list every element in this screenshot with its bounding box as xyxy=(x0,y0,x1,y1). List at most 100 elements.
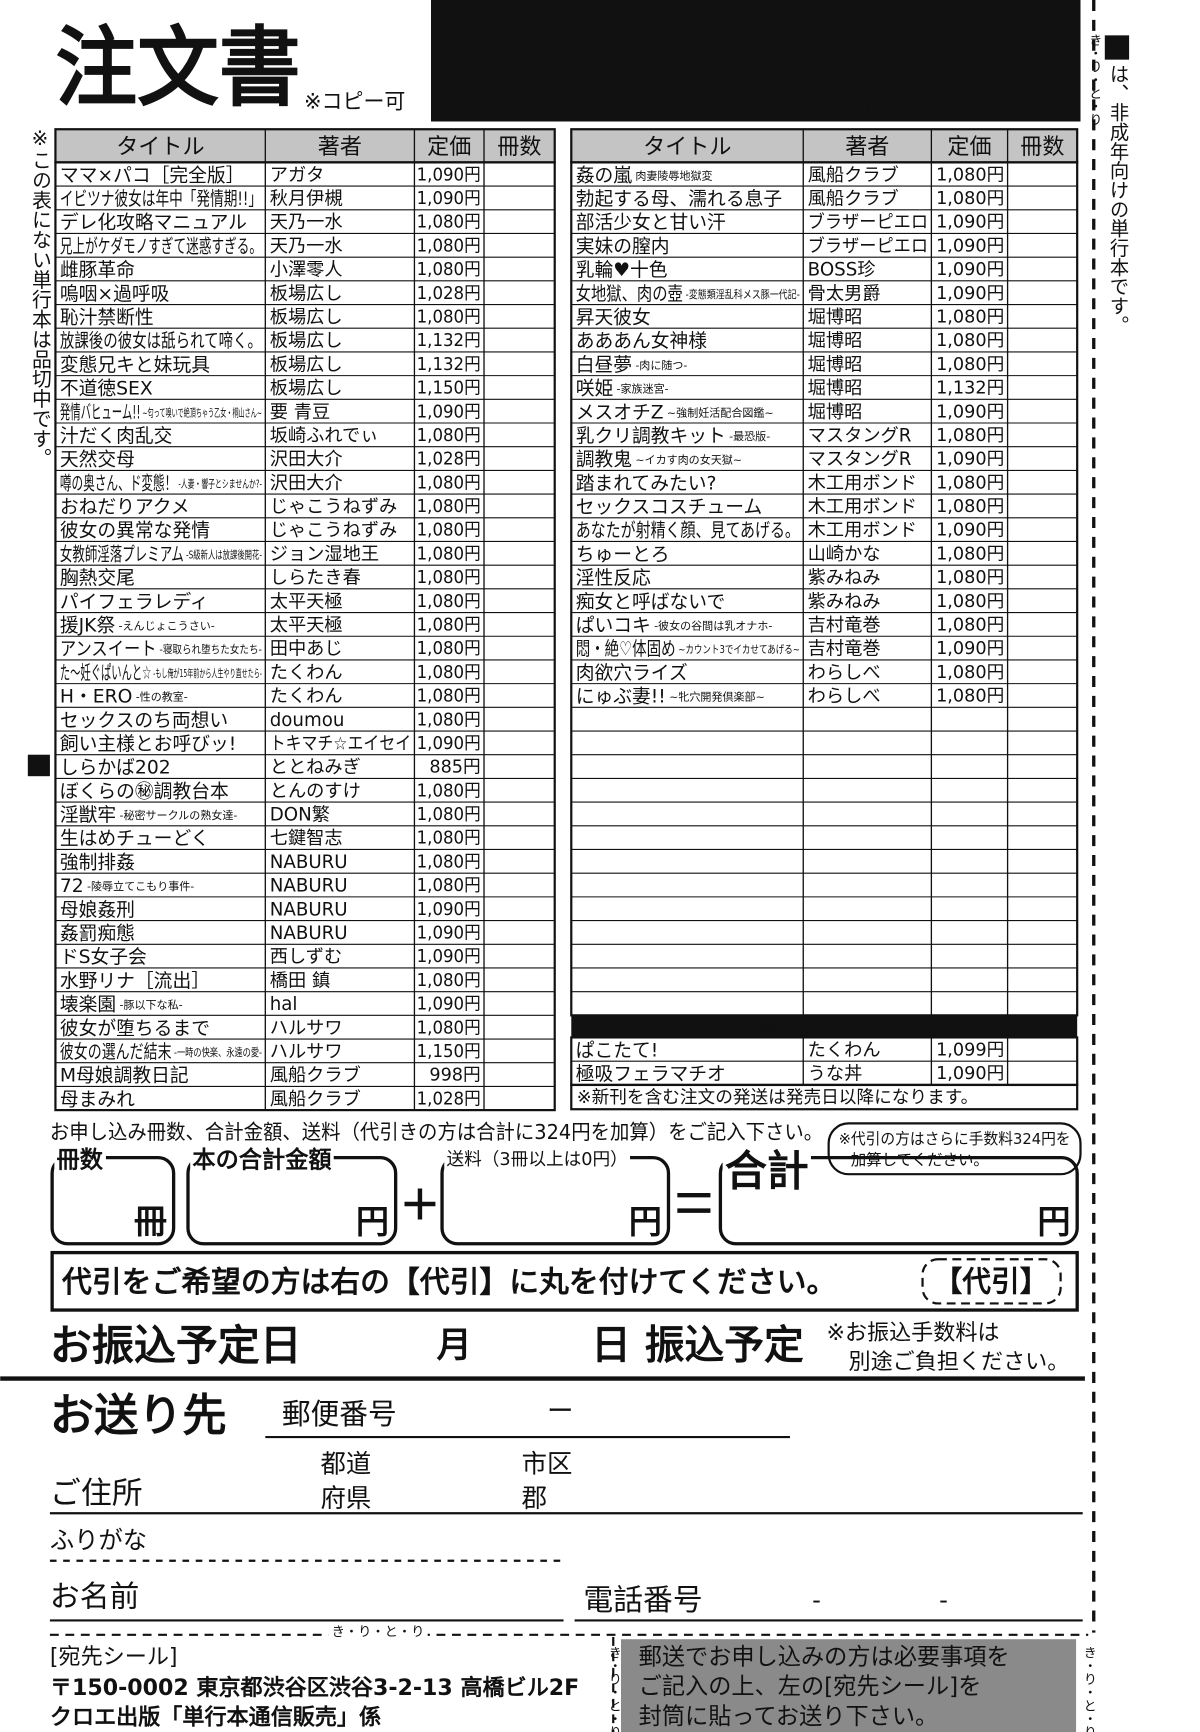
book-title: 雌豚革命 xyxy=(60,259,135,281)
title: 発情バヒューム!! xyxy=(60,401,141,423)
price: 1,080円 xyxy=(936,687,1004,707)
column-header: 冊数 xyxy=(1020,134,1064,160)
price: 1,090円 xyxy=(417,995,481,1015)
title: た〜妊ぐぱいんと☆ xyxy=(60,661,152,683)
star: ☆ xyxy=(1109,37,1125,57)
title: 援JK祭 xyxy=(60,614,116,636)
instruction: お申し込み冊数、合計金額、送料（代引きの方は合計に324円を加算）をご記入下さい… xyxy=(50,1120,823,1144)
book-title: 不道徳SEX xyxy=(60,377,153,399)
book-title: 淫性反応 xyxy=(576,567,651,589)
label-mask xyxy=(54,1146,106,1174)
author: NABURU xyxy=(270,923,348,944)
box-label: 送料（3冊以上は0円） xyxy=(446,1149,627,1170)
author: 風船クラブ xyxy=(808,188,899,210)
author: ハルサワ xyxy=(270,1041,343,1062)
price: 1,080円 xyxy=(417,544,481,564)
title: 悶・絶♡体固め xyxy=(576,638,676,660)
price: 1,090円 xyxy=(936,521,1004,541)
price: 1,090円 xyxy=(936,260,1004,280)
cod-text: 代引をご希望の方は右の【代引】に丸を付けてください。 xyxy=(61,1265,836,1300)
label-mask xyxy=(328,1624,428,1641)
author: 天乃一水 xyxy=(270,236,343,257)
box-label: 冊数 xyxy=(57,1146,104,1173)
box-unit: 円 xyxy=(1037,1202,1070,1241)
author: 木工用ボンド xyxy=(808,520,917,541)
author: NABURU xyxy=(270,876,348,897)
author: たくわん xyxy=(270,662,343,683)
author: 堀博昭 xyxy=(808,354,863,375)
title: 咲姫 xyxy=(576,377,614,399)
title: H・ERO xyxy=(60,686,133,707)
author: アガタ xyxy=(270,165,325,186)
book-title: 乳クリ調教キット -最恐版- xyxy=(576,424,771,446)
book-title: セックスコスチューム xyxy=(576,496,763,518)
book-title: 兄上がケダモノすぎて迷惑すぎる。 xyxy=(60,235,262,257)
title: 彼女の異常な発情 xyxy=(60,519,210,541)
title: 淫性反応 xyxy=(576,567,651,589)
price: 1,080円 xyxy=(936,355,1004,375)
subtitle: ~カウント3でイカせてあげる~ xyxy=(678,643,800,656)
subtitle: ~イカす肉の女天獄~ xyxy=(635,452,742,466)
book-title: 汁だく肉乱交 xyxy=(60,424,173,446)
author: NABURU xyxy=(270,899,348,920)
title: 放課後の彼女は舐られて啼く。 xyxy=(60,330,262,352)
book-title: 飼い主様とお呼びッ! xyxy=(60,732,236,754)
address-label: ご住所 xyxy=(50,1475,143,1511)
author: 堀博昭 xyxy=(808,331,863,352)
author: 秋月伊槻 xyxy=(270,189,343,210)
author: NABURU xyxy=(270,852,348,873)
send-to: お送り先 xyxy=(50,1391,227,1442)
price: 1,080円 xyxy=(417,260,481,280)
title: あなたが射精く顔、見てあげる。 xyxy=(576,519,800,541)
subtitle: ~匂って嗅いで絶頂ちゃう乙女・桐山さん~ xyxy=(142,405,262,419)
author: 太平天極 xyxy=(270,591,343,612)
title: ぱいコキ xyxy=(576,614,651,636)
title: パイフェラレディ xyxy=(60,590,209,612)
price: 1,090円 xyxy=(936,450,1004,470)
cod-note: 加算してください。 xyxy=(851,1150,989,1169)
price: 1,080円 xyxy=(417,473,481,493)
price: 1,080円 xyxy=(417,663,481,683)
box-unit: 円 xyxy=(356,1202,389,1241)
author: うな丼 xyxy=(808,1064,863,1085)
mail-note: 封筒に貼ってお送り下さい。 xyxy=(639,1703,939,1730)
price: 1,080円 xyxy=(936,497,1004,517)
subtitle: -陵辱立てこもり事件- xyxy=(87,879,194,893)
transfer-note: ※お振込手数料は xyxy=(826,1320,999,1346)
book-title: 母娘姦刑 xyxy=(60,898,135,920)
title: あああん女神様 xyxy=(576,330,708,352)
author: doumou xyxy=(270,710,345,731)
book-title: あなたが射精く顔、見てあげる。 xyxy=(576,519,800,541)
book-title: 水野リナ［流出］ xyxy=(60,969,210,991)
subtitle: -性の教室- xyxy=(136,689,188,703)
title: 嗚咽×過呼吸 xyxy=(60,282,170,304)
column-header: 冊数 xyxy=(497,134,541,160)
price: 1,080円 xyxy=(936,307,1004,327)
title: 強制排姦 xyxy=(60,851,135,873)
author: 板場広し xyxy=(270,354,343,375)
book-title: 母まみれ xyxy=(60,1089,135,1110)
furigana-label: ふりがな xyxy=(50,1525,147,1554)
book-title: 壊楽園 -豚以下な私- xyxy=(60,993,183,1015)
author: 紫みねみ xyxy=(808,568,881,589)
book-title: 彼女の異常な発情 xyxy=(60,519,210,541)
cod-note: ※代引の方はさらに手数料324円を xyxy=(839,1130,1071,1148)
book-title: 援JK祭 -えんじょこうさい- xyxy=(60,614,215,636)
book-title: 彼女の選んだ結末-一時の快楽、永遠の愛- xyxy=(60,1040,262,1062)
title: 淫獣牢 xyxy=(60,804,116,826)
subtitle: -彼女の谷間は乳オナホ- xyxy=(654,618,772,632)
title: 不道徳SEX xyxy=(60,377,153,399)
title: おねだりアクメ xyxy=(60,496,190,518)
author: DON繁 xyxy=(270,805,330,826)
cut-label: き・り・と・り xyxy=(606,1646,621,1732)
subtitle: 肉妻陵辱地獄変 xyxy=(635,168,712,182)
subtitle: ~強制妊活配合図鑑~ xyxy=(667,405,774,419)
subtitle: -えんじょこうさい- xyxy=(119,619,215,632)
book-title: ぱこたて! xyxy=(576,1039,659,1061)
title: ママ×パコ［完全版］ xyxy=(60,164,245,186)
author: BOSS珍 xyxy=(808,260,876,281)
price: 1,090円 xyxy=(417,924,481,944)
author: 風船クラブ xyxy=(270,1064,361,1086)
author: 吉村竜巻 xyxy=(808,615,881,636)
transfer-label: お振込予定日 xyxy=(50,1321,302,1370)
